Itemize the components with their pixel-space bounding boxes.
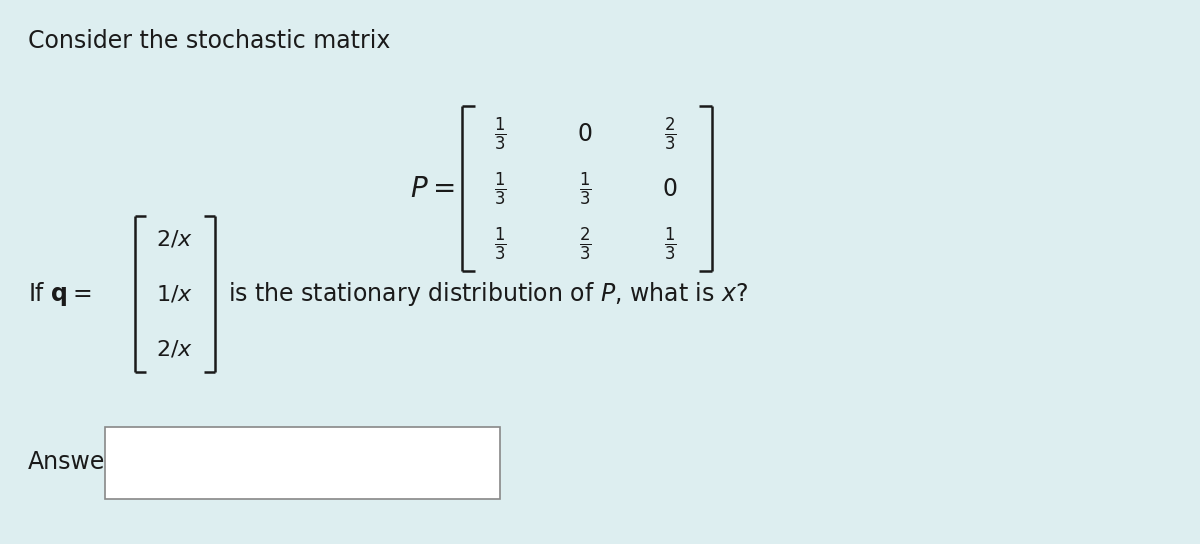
Text: $2/x$: $2/x$ [156, 228, 193, 250]
Text: $\frac{1}{3}$: $\frac{1}{3}$ [493, 115, 506, 153]
Text: If $\mathbf{q}=$: If $\mathbf{q}=$ [28, 280, 91, 308]
Text: $P=$: $P=$ [410, 175, 455, 203]
Text: $\frac{1}{3}$: $\frac{1}{3}$ [493, 225, 506, 263]
Text: $\frac{2}{3}$: $\frac{2}{3}$ [664, 115, 677, 153]
Text: $\frac{2}{3}$: $\frac{2}{3}$ [578, 225, 592, 263]
Text: $0$: $0$ [662, 177, 678, 201]
Text: $\frac{1}{3}$: $\frac{1}{3}$ [664, 225, 677, 263]
Text: Answer:: Answer: [28, 450, 122, 474]
Text: is the stationary distribution of $P$, what is $x$?: is the stationary distribution of $P$, w… [228, 280, 748, 308]
Text: $\frac{1}{3}$: $\frac{1}{3}$ [493, 170, 506, 208]
Text: $1/x$: $1/x$ [156, 283, 193, 305]
Text: $\frac{1}{3}$: $\frac{1}{3}$ [578, 170, 592, 208]
Text: $2/x$: $2/x$ [156, 338, 193, 360]
FancyBboxPatch shape [106, 427, 500, 499]
Text: Consider the stochastic matrix: Consider the stochastic matrix [28, 29, 390, 53]
Text: $0$: $0$ [577, 122, 593, 146]
